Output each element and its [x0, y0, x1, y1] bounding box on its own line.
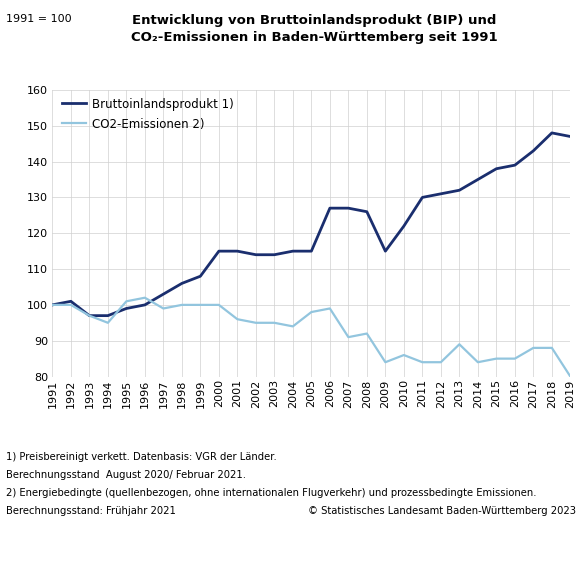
Bruttoinlandsprodukt 1): [234, 248, 241, 255]
CO2-Emissionen 2): [86, 312, 93, 319]
Bruttoinlandsprodukt 1): [512, 162, 519, 169]
CO2-Emissionen 2): [289, 323, 296, 330]
CO2-Emissionen 2): [253, 319, 260, 326]
CO2-Emissionen 2): [474, 359, 481, 366]
Bruttoinlandsprodukt 1): [567, 133, 574, 140]
Text: 1991 = 100: 1991 = 100: [6, 14, 72, 24]
Text: Berechnungsstand  August 2020/ Februar 2021.: Berechnungsstand August 2020/ Februar 20…: [6, 470, 246, 481]
Bruttoinlandsprodukt 1): [493, 165, 500, 172]
CO2-Emissionen 2): [215, 301, 222, 308]
CO2-Emissionen 2): [548, 345, 555, 351]
CO2-Emissionen 2): [49, 301, 56, 308]
Bruttoinlandsprodukt 1): [474, 176, 481, 183]
CO2-Emissionen 2): [419, 359, 426, 366]
Bruttoinlandsprodukt 1): [327, 205, 333, 211]
CO2-Emissionen 2): [234, 316, 241, 323]
Bruttoinlandsprodukt 1): [104, 312, 111, 319]
Bruttoinlandsprodukt 1): [548, 129, 555, 136]
CO2-Emissionen 2): [141, 294, 148, 301]
Bruttoinlandsprodukt 1): [68, 298, 74, 305]
CO2-Emissionen 2): [271, 319, 278, 326]
CO2-Emissionen 2): [438, 359, 445, 366]
CO2-Emissionen 2): [493, 355, 500, 362]
Bruttoinlandsprodukt 1): [141, 301, 148, 308]
Text: 1) Preisbereinigt verkett. Datenbasis: VGR der Länder.: 1) Preisbereinigt verkett. Datenbasis: V…: [6, 452, 276, 463]
CO2-Emissionen 2): [308, 309, 315, 315]
Bruttoinlandsprodukt 1): [382, 248, 389, 255]
CO2-Emissionen 2): [512, 355, 519, 362]
Legend: Bruttoinlandsprodukt 1), CO2-Emissionen 2): Bruttoinlandsprodukt 1), CO2-Emissionen …: [58, 93, 238, 135]
Bruttoinlandsprodukt 1): [160, 291, 167, 297]
Bruttoinlandsprodukt 1): [123, 305, 130, 312]
Bruttoinlandsprodukt 1): [49, 301, 56, 308]
Line: Bruttoinlandsprodukt 1): Bruttoinlandsprodukt 1): [52, 133, 570, 316]
Bruttoinlandsprodukt 1): [419, 194, 426, 201]
Bruttoinlandsprodukt 1): [86, 312, 93, 319]
CO2-Emissionen 2): [382, 359, 389, 366]
Line: CO2-Emissionen 2): CO2-Emissionen 2): [52, 298, 570, 377]
Bruttoinlandsprodukt 1): [456, 187, 463, 193]
CO2-Emissionen 2): [123, 298, 130, 305]
CO2-Emissionen 2): [400, 352, 407, 359]
CO2-Emissionen 2): [456, 341, 463, 348]
Bruttoinlandsprodukt 1): [438, 191, 445, 197]
Text: Entwicklung von Bruttoinlandsprodukt (BIP) und
CO₂-Emissionen in Baden-Württembe: Entwicklung von Bruttoinlandsprodukt (BI…: [131, 14, 498, 44]
CO2-Emissionen 2): [197, 301, 204, 308]
CO2-Emissionen 2): [363, 330, 370, 337]
Bruttoinlandsprodukt 1): [179, 280, 186, 287]
Text: Berechnungsstand: Frühjahr 2021: Berechnungsstand: Frühjahr 2021: [6, 506, 176, 516]
Bruttoinlandsprodukt 1): [289, 248, 296, 255]
Text: © Statistisches Landesamt Baden-Württemberg 2023: © Statistisches Landesamt Baden-Württemb…: [308, 506, 576, 516]
Bruttoinlandsprodukt 1): [215, 248, 222, 255]
Bruttoinlandsprodukt 1): [345, 205, 352, 211]
CO2-Emissionen 2): [104, 319, 111, 326]
CO2-Emissionen 2): [160, 305, 167, 312]
Bruttoinlandsprodukt 1): [271, 251, 278, 258]
Bruttoinlandsprodukt 1): [308, 248, 315, 255]
CO2-Emissionen 2): [68, 301, 74, 308]
Bruttoinlandsprodukt 1): [530, 147, 537, 154]
Bruttoinlandsprodukt 1): [253, 251, 260, 258]
Bruttoinlandsprodukt 1): [400, 223, 407, 229]
CO2-Emissionen 2): [345, 334, 352, 341]
CO2-Emissionen 2): [567, 373, 574, 380]
Text: 2) Energiebedingte (quellenbezogen, ohne internationalen Flugverkehr) und prozes: 2) Energiebedingte (quellenbezogen, ohne…: [6, 488, 537, 498]
Bruttoinlandsprodukt 1): [363, 209, 370, 215]
Bruttoinlandsprodukt 1): [197, 273, 204, 280]
CO2-Emissionen 2): [179, 301, 186, 308]
CO2-Emissionen 2): [327, 305, 333, 312]
CO2-Emissionen 2): [530, 345, 537, 351]
